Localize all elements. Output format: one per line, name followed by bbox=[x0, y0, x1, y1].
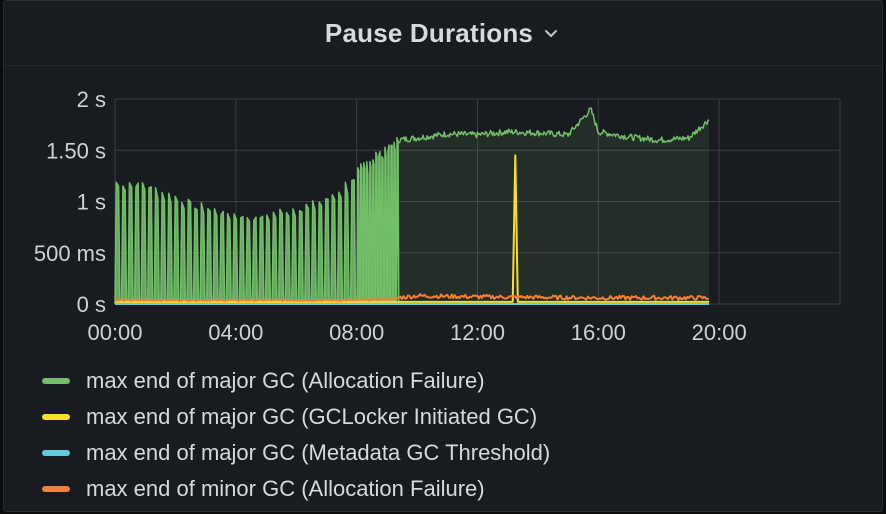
panel-header: Pause Durations bbox=[4, 1, 882, 66]
chart-legend: max end of major GC (Allocation Failure)… bbox=[42, 363, 550, 507]
legend-item[interactable]: max end of major GC (Metadata GC Thresho… bbox=[42, 435, 550, 471]
graph-panel: Pause Durations 0 s 500 ms 1 s 1.50 s 2 s 00… bbox=[3, 0, 883, 512]
legend-item[interactable]: max end of major GC (Allocation Failure) bbox=[42, 363, 550, 399]
legend-item[interactable]: max end of major GC (GCLocker Initiated … bbox=[42, 399, 550, 435]
series-line-0[interactable] bbox=[114, 107, 710, 305]
x-tick-label: 12:00 bbox=[450, 320, 505, 345]
panel-title-menu[interactable]: Pause Durations bbox=[325, 18, 561, 49]
legend-swatch bbox=[42, 486, 70, 492]
y-tick-label: 500 ms bbox=[34, 241, 106, 266]
series-area-allocation-failure bbox=[115, 108, 710, 304]
y-tick-label: 1.50 s bbox=[46, 138, 106, 163]
x-tick-label: 20:00 bbox=[692, 320, 747, 345]
legend-swatch bbox=[42, 414, 70, 420]
pause-durations-chart[interactable]: 0 s 500 ms 1 s 1.50 s 2 s 00:00 04:00 08:00 12:… bbox=[4, 65, 883, 365]
series-line-3[interactable] bbox=[114, 293, 709, 302]
y-axis-ticks: 0 s 500 ms 1 s 1.50 s 2 s bbox=[34, 87, 106, 317]
legend-swatch bbox=[42, 378, 70, 384]
x-tick-label: 16:00 bbox=[571, 320, 626, 345]
y-tick-label: 2 s bbox=[77, 87, 106, 112]
y-tick-label: 0 s bbox=[77, 292, 106, 317]
chevron-down-icon[interactable] bbox=[541, 23, 561, 43]
legend-label: max end of minor GC (Allocation Failure) bbox=[86, 476, 485, 501]
legend-item[interactable]: max end of minor GC (Allocation Failure) bbox=[42, 471, 550, 507]
panel-title[interactable]: Pause Durations bbox=[324, 17, 534, 48]
chart-series[interactable] bbox=[114, 107, 710, 305]
legend-label: max end of major GC (GCLocker Initiated … bbox=[86, 404, 538, 429]
series-line-1[interactable] bbox=[115, 154, 710, 303]
legend-label: max end of major GC (Metadata GC Thresho… bbox=[86, 440, 551, 465]
x-axis-ticks: 00:00 04:00 08:00 12:00 16:00 20:00 bbox=[87, 320, 746, 345]
x-tick-label: 00:00 bbox=[87, 320, 142, 345]
x-tick-label: 08:00 bbox=[329, 320, 384, 345]
legend-swatch bbox=[42, 450, 70, 456]
x-tick-label: 04:00 bbox=[208, 320, 263, 345]
y-tick-label: 1 s bbox=[77, 190, 106, 215]
legend-label: max end of major GC (Allocation Failure) bbox=[86, 368, 485, 393]
